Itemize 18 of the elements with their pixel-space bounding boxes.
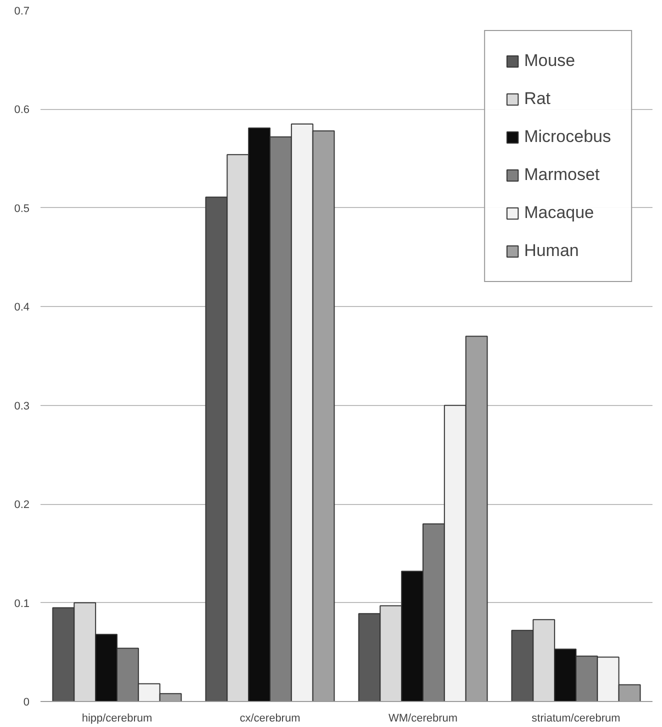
- y-tick-label: 0.6: [14, 104, 30, 116]
- legend-label: Microcebus: [524, 127, 611, 147]
- legend-label: Mouse: [524, 51, 576, 71]
- y-tick-label: 0.3: [14, 400, 30, 412]
- y-tick-label: 0: [23, 696, 30, 708]
- x-tick-label: WM/cerebrum: [388, 712, 458, 724]
- legend-label: Rat: [524, 89, 551, 109]
- legend-label: Macaque: [524, 203, 594, 223]
- y-tick-label: 0.2: [14, 499, 30, 512]
- legend-label: Human: [524, 241, 579, 261]
- x-tick-label: cx/cerebrum: [240, 712, 300, 724]
- y-tick-label: 0.1: [14, 598, 30, 610]
- y-tick-label: 0.4: [14, 302, 30, 314]
- y-tick-label: 0.7: [14, 6, 30, 18]
- y-tick-label: 0.5: [14, 202, 30, 215]
- x-tick-label: striatum/cerebrum: [532, 712, 620, 724]
- x-tick-label: hipp/cerebrum: [82, 712, 152, 724]
- legend-label: Marmoset: [524, 165, 600, 185]
